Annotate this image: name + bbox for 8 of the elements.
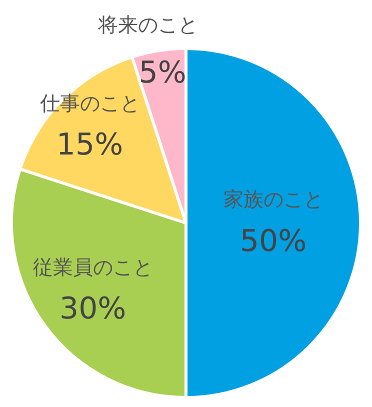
data-label: 5% [138,56,186,91]
data-label: 15% [56,128,124,163]
slice-label: 従業員のこと [32,254,153,279]
slice-label: 家族のこと [223,187,324,212]
slice-label: 将来のこと [97,12,198,37]
data-label: 30% [59,291,126,326]
data-label: 50% [240,224,307,259]
slice-label: 仕事のこと [38,90,140,115]
